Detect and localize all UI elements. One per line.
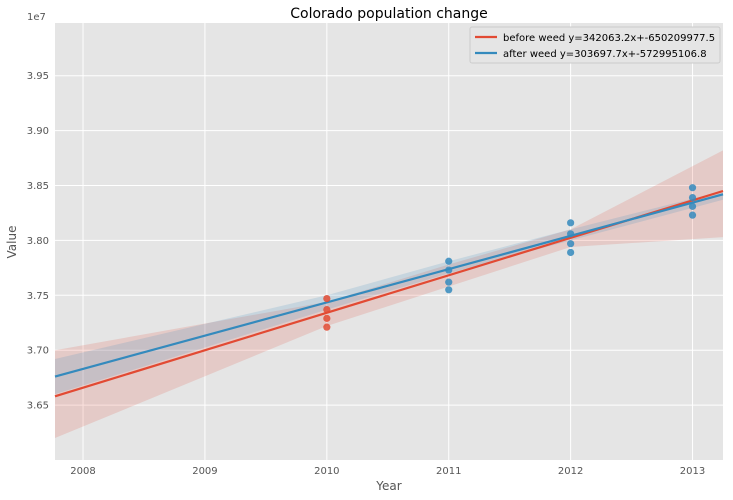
grid (55, 23, 723, 460)
data-point-after (445, 257, 453, 265)
y-axis-label: Value (5, 226, 19, 259)
data-point-before (323, 314, 331, 322)
data-point-after (567, 248, 575, 257)
x-tick-label: 2008 (70, 466, 95, 477)
tick-labels: 2008 2009 2010 2011 2012 2013 3.65 3.70 3.75 3.80… (27, 71, 706, 477)
legend: before weed y=342063.2x+-650209977.5 aft… (469, 26, 721, 64)
fit-line-after (54, 193, 724, 378)
y-offset-label: 1e7 (27, 12, 46, 23)
x-tick-label: 2011 (436, 466, 461, 477)
plot-background (55, 23, 723, 460)
x-axis-label: Year (375, 479, 401, 493)
legend-box (469, 26, 721, 64)
y-tick-label: 3.70 (27, 346, 49, 357)
data-point-after (567, 230, 575, 238)
y-tick-label: 3.75 (27, 291, 49, 302)
data-point-before (323, 305, 331, 314)
data-point-after (567, 219, 575, 227)
data-point-before (323, 323, 331, 331)
x-tick-label: 2012 (558, 466, 583, 477)
data-point-after (688, 202, 697, 210)
data-point-before (323, 294, 331, 303)
data-point-after (445, 266, 453, 274)
legend-label-before: before weed y=342063.2x+-650209977.5 (503, 33, 715, 44)
data-point-after (445, 286, 453, 294)
y-tick-label: 3.80 (27, 236, 49, 247)
data-point-after (688, 211, 697, 219)
scatter-points (323, 184, 697, 331)
data-point-after (688, 193, 697, 202)
x-tick-label: 2010 (314, 466, 339, 477)
y-tick-label: 3.85 (27, 181, 49, 192)
data-point-after (688, 184, 697, 192)
y-tick-label: 3.65 (27, 401, 49, 412)
x-tick-label: 2013 (680, 466, 705, 477)
y-tick-label: 3.90 (27, 126, 49, 137)
fit-lines (54, 189, 724, 398)
chart-title: Colorado population change (290, 6, 488, 22)
data-point-after (445, 278, 453, 286)
x-tick-label: 2009 (192, 466, 217, 477)
legend-label-after: after weed y=303697.7x+-572995106.8 (503, 49, 707, 60)
data-point-after (567, 240, 575, 248)
y-tick-label: 3.95 (27, 71, 49, 82)
